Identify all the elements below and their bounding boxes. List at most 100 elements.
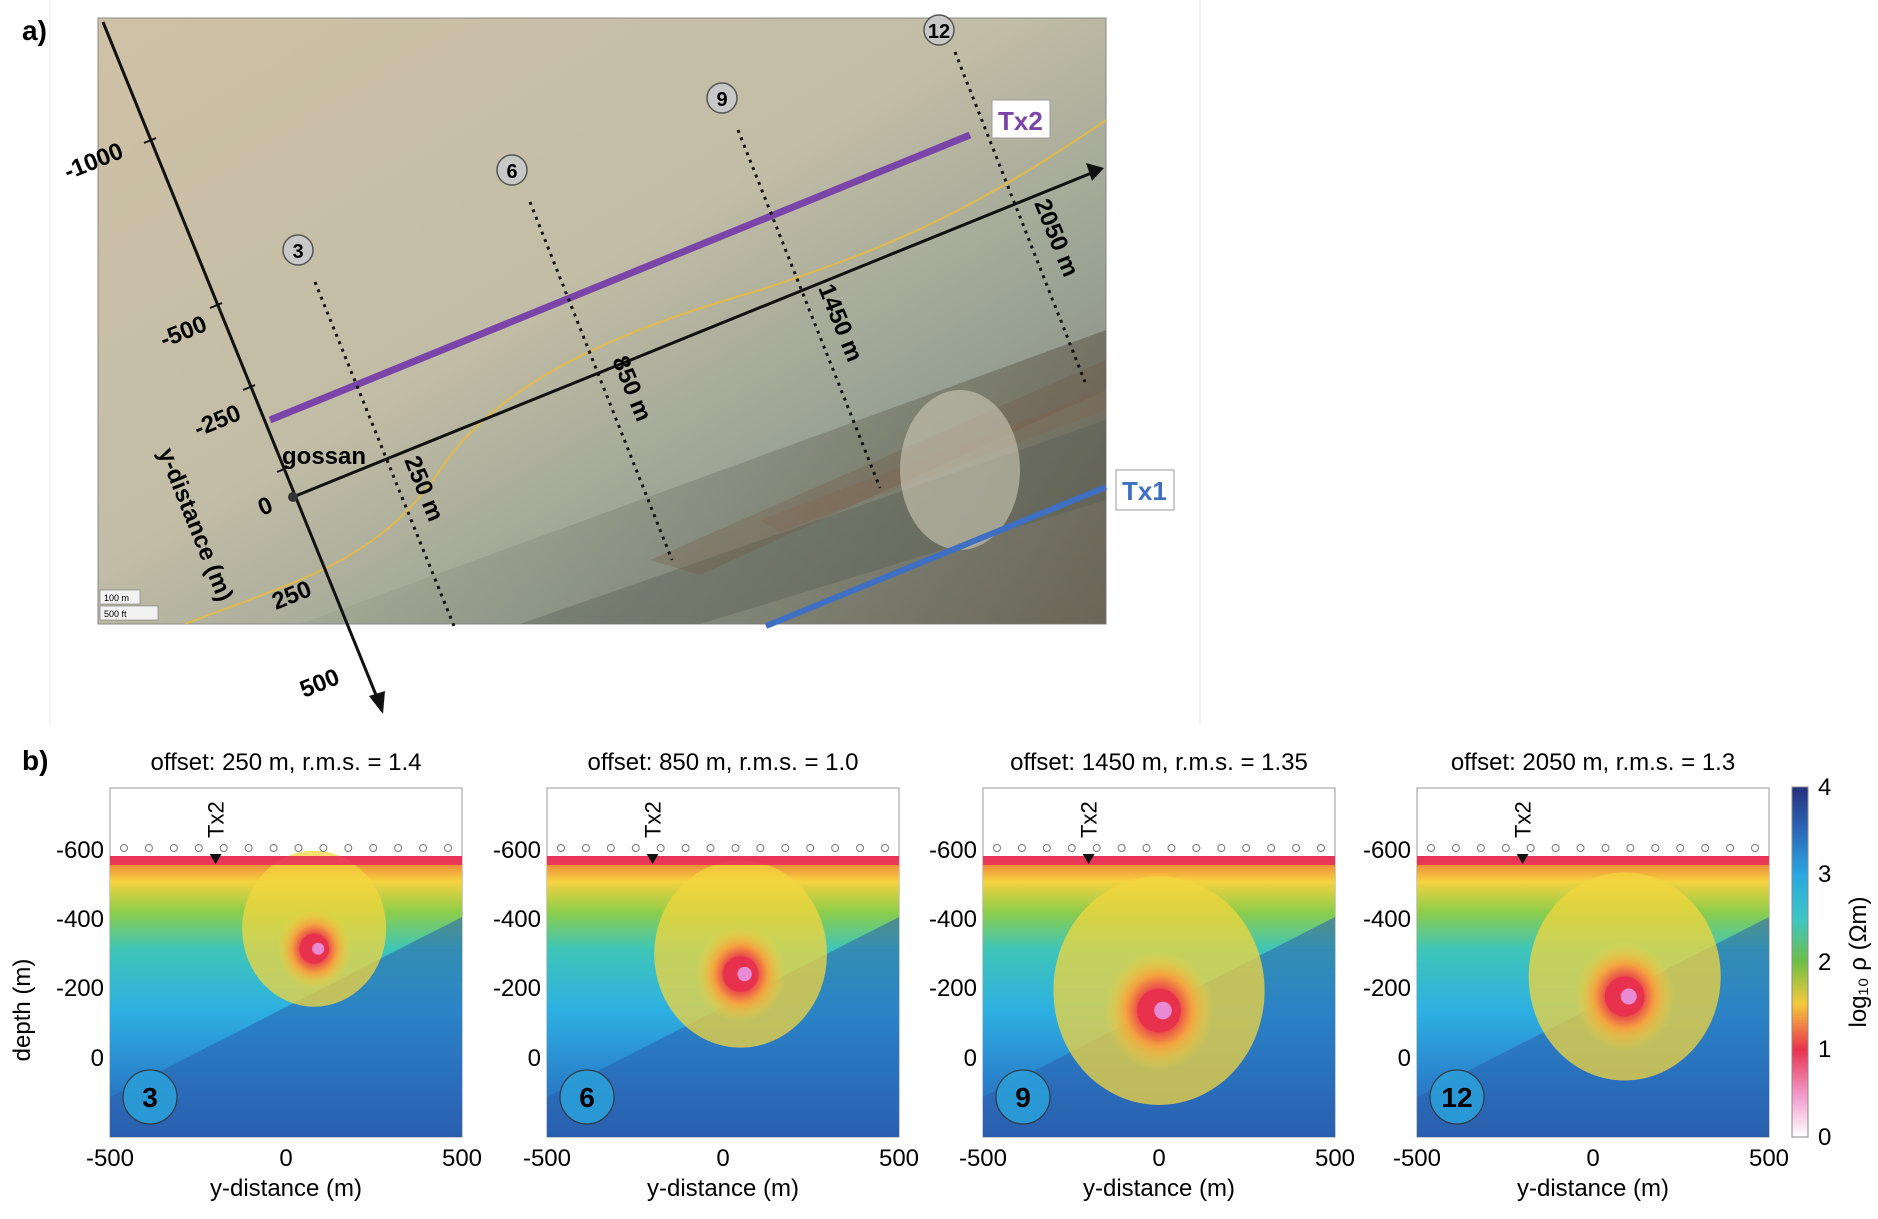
receiver-marker	[606, 844, 615, 852]
depth-tick: -600	[56, 837, 104, 864]
gossan-marker	[288, 492, 298, 502]
profile-line-9	[736, 129, 882, 489]
depth-tick: -400	[56, 906, 104, 933]
depth-tick: -200	[929, 975, 977, 1002]
section-badge-9	[995, 1069, 1051, 1125]
panel-b-label: b)	[22, 745, 48, 776]
receiver-marker	[557, 844, 565, 852]
receiver-marker	[1551, 844, 1560, 852]
colorbar-title: log₁₀ ρ (Ωm)	[1845, 897, 1872, 1028]
receiver-marker	[1476, 844, 1485, 852]
colorbar-tick-1: 1	[1818, 1036, 1831, 1063]
x-tick: 0	[716, 1145, 729, 1172]
depth-tick: 0	[964, 1045, 977, 1072]
receiver-marker	[681, 844, 690, 852]
section-anomaly-centre	[1620, 988, 1637, 1005]
x-tick: 500	[879, 1145, 919, 1172]
receiver-marker	[244, 844, 253, 852]
x-axis-title: y-distance (m)	[210, 1175, 362, 1202]
receiver-marker	[1292, 844, 1301, 852]
panel-a-label: a)	[22, 15, 47, 46]
receiver-marker	[1142, 844, 1151, 852]
section-badge-12	[1429, 1069, 1485, 1125]
receiver-marker	[1576, 844, 1585, 852]
tx2-line	[268, 131, 972, 424]
receiver-marker	[1701, 844, 1710, 852]
receiver-marker	[319, 844, 328, 852]
receiver-marker	[269, 844, 278, 852]
tx2-label-box	[991, 99, 1051, 139]
colorbar-tick-0: 0	[1818, 1124, 1831, 1151]
depth-tick: 0	[528, 1045, 541, 1072]
receiver-marker	[294, 844, 303, 852]
tx1-line	[764, 484, 1108, 629]
depth-axis-title: depth (m)	[9, 959, 36, 1062]
section-6: offset: 850 m, r.m.s. = 1.0 Tx2 6 -600 -400 -…	[493, 749, 919, 1202]
scale-bar-imperial	[99, 605, 159, 621]
scale-bar-metric-label: 100 m	[104, 593, 129, 603]
depth-tick: -600	[493, 837, 541, 864]
receiver-marker	[144, 844, 153, 852]
colorbar-tick-3: 3	[1818, 861, 1831, 888]
section-badge-label-12: 12	[1441, 1082, 1472, 1113]
colorbar-tick-2: 2	[1818, 949, 1831, 976]
receiver-marker	[1427, 844, 1435, 852]
receiver-marker	[1267, 844, 1276, 852]
receiver-marker	[1317, 844, 1325, 852]
x-tick: -500	[523, 1145, 571, 1172]
section-3: offset: 250 m, r.m.s. = 1.4 Tx2 3 -600 -400 -…	[56, 749, 482, 1202]
receiver-marker	[219, 844, 228, 852]
x-tick: -500	[959, 1145, 1007, 1172]
section-badge-label-3: 3	[142, 1082, 158, 1113]
receiver-marker	[1626, 844, 1635, 852]
receiver-marker	[581, 844, 590, 852]
section-badge-3	[122, 1069, 178, 1125]
receiver-marker	[781, 844, 790, 852]
colorbar: 4 3 2 1 0 log₁₀ ρ (Ωm)	[1791, 774, 1872, 1151]
x-tick: -500	[86, 1145, 134, 1172]
receiver-marker	[631, 844, 640, 852]
receiver-marker	[419, 844, 428, 852]
receiver-marker	[1017, 844, 1026, 852]
receiver-marker	[1501, 844, 1510, 852]
depth-tick: -200	[1363, 975, 1411, 1002]
tx1-label: Tx1	[1122, 476, 1167, 506]
tx2-marker	[1082, 854, 1095, 864]
receiver-marker	[1067, 844, 1076, 852]
receiver-marker	[1526, 844, 1535, 852]
colorbar-tick-4: 4	[1818, 774, 1831, 801]
profile-badge-12: 12	[923, 14, 955, 46]
receiver-marker	[856, 844, 865, 852]
section-badge-6	[559, 1069, 615, 1125]
tx2-label: Tx2	[998, 106, 1043, 136]
section-surface-layer	[110, 856, 462, 865]
receiver-marker	[1726, 844, 1735, 852]
depth-tick: -200	[56, 975, 104, 1002]
satellite-image: 100 m 500 ft	[97, 17, 1107, 625]
receiver-marker	[993, 844, 1001, 852]
svg-text:9: 9	[716, 89, 727, 111]
receiver-marker	[169, 844, 178, 852]
tx1-label-box	[1115, 469, 1175, 511]
receiver-marker	[194, 844, 203, 852]
profile-line-6	[528, 201, 674, 561]
receiver-marker	[881, 844, 889, 852]
receiver-marker	[1651, 844, 1660, 852]
section-anomaly-centre	[1154, 1001, 1172, 1020]
x-tick: 0	[279, 1145, 292, 1172]
depth-tick: -600	[929, 837, 977, 864]
section-9: offset: 1450 m, r.m.s. = 1.35 Tx2 9 -600 -40…	[929, 749, 1355, 1202]
receiver-marker	[394, 844, 403, 852]
x-axis-title: y-distance (m)	[1517, 1175, 1669, 1202]
receiver-marker	[1117, 844, 1126, 852]
panel-b: b) depth (m) offset: 250 m, r.m.s. = 1.4…	[9, 745, 1872, 1202]
section-title-3: offset: 250 m, r.m.s. = 1.4	[150, 749, 421, 776]
tx2-marker	[1516, 854, 1529, 864]
section-title-12: offset: 2050 m, r.m.s. = 1.3	[1451, 749, 1735, 776]
scale-bar-imperial-label: 500 ft	[104, 609, 127, 619]
depth-tick: -400	[493, 906, 541, 933]
svg-text:12: 12	[928, 21, 950, 43]
tx2-marker-label: Tx2	[1511, 801, 1536, 838]
x-tick: 0	[1586, 1145, 1599, 1172]
section-badge-label-9: 9	[1015, 1082, 1031, 1113]
